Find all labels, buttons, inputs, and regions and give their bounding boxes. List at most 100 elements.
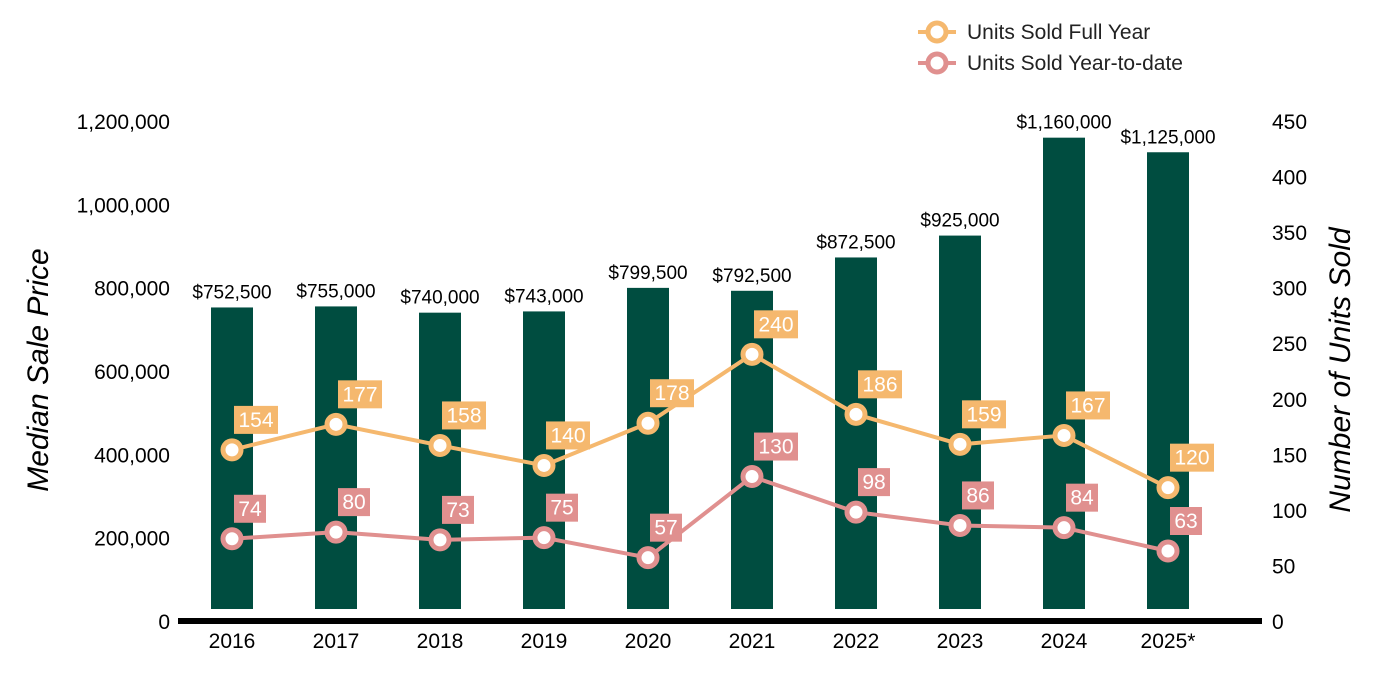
y-right-tick-label: 50 — [1272, 555, 1295, 578]
data-label: 63 — [1174, 510, 1197, 533]
y-left-tick-label: 600,000 — [94, 361, 170, 384]
y-right-tick-label: 250 — [1272, 333, 1307, 356]
x-tick-label: 2025* — [1141, 630, 1196, 653]
data-label-box — [754, 310, 798, 339]
data-label-box — [1170, 443, 1214, 472]
bar — [419, 312, 461, 609]
data-label: 186 — [862, 373, 897, 396]
bar-value-label: $740,000 — [400, 288, 479, 309]
data-label: 140 — [550, 424, 585, 447]
x-tick-label: 2021 — [729, 630, 776, 653]
data-label-box — [754, 432, 798, 461]
series-line — [231, 474, 1169, 560]
bar-value-label: $1,160,000 — [1016, 113, 1111, 134]
y-right-tick-label: 400 — [1272, 167, 1307, 190]
y-left-tick-label: 0 — [158, 611, 170, 634]
data-label: 84 — [1070, 487, 1094, 510]
data-label: 98 — [862, 471, 885, 494]
data-label-box — [1066, 391, 1110, 420]
x-tick-label: 2023 — [937, 630, 984, 653]
data-label-box — [650, 379, 694, 408]
data-label-box — [1170, 507, 1202, 535]
data-label: 240 — [758, 313, 793, 336]
bar-value-label: $755,000 — [296, 281, 375, 302]
legend-marker — [925, 51, 949, 75]
series-line — [231, 352, 1169, 490]
y-right-tick-label: 300 — [1272, 278, 1307, 301]
data-label-box — [234, 405, 278, 434]
data-label: 158 — [446, 404, 481, 427]
bar — [835, 257, 877, 609]
y-left-tick-label: 1,000,000 — [77, 194, 170, 217]
bar-value-label: $752,500 — [192, 282, 271, 303]
y-axis-right-title: Number of Units Sold — [1324, 226, 1357, 512]
bar-value-label: $872,500 — [816, 232, 895, 253]
data-label: 74 — [238, 498, 262, 521]
y-right-tick-label: 100 — [1272, 500, 1307, 523]
data-point — [1156, 476, 1180, 500]
x-tick-label: 2022 — [833, 630, 880, 653]
data-label-box — [1066, 483, 1098, 512]
data-point — [948, 432, 972, 456]
data-label-box — [338, 380, 382, 409]
data-label: 154 — [238, 409, 273, 432]
data-label: 167 — [1070, 394, 1105, 417]
data-point — [844, 402, 868, 426]
data-label: 177 — [342, 383, 377, 406]
data-label: 80 — [342, 491, 365, 514]
data-point — [532, 453, 556, 477]
data-point — [1052, 516, 1076, 540]
data-label: 130 — [758, 436, 793, 459]
bar-value-label: $743,000 — [504, 286, 583, 307]
data-point — [844, 500, 868, 524]
data-label-box — [442, 495, 474, 524]
data-label-box — [546, 493, 578, 522]
x-tick-label: 2024 — [1041, 630, 1088, 653]
x-axis-tick-labels: 2016 2017 2018 2019 2020 2021 2022 2023 2024 2025… — [209, 630, 1196, 653]
y-right-tick-label: 200 — [1272, 389, 1307, 412]
data-label-box — [858, 468, 890, 497]
y-left-tick-label: 200,000 — [94, 528, 170, 551]
bar-value-label: $799,500 — [608, 263, 687, 284]
data-point — [532, 526, 556, 550]
legend-label: Units Sold Year-to-date — [967, 52, 1183, 75]
y-right-tick-label: 350 — [1272, 222, 1307, 245]
data-label: 178 — [654, 382, 689, 405]
data-label: 73 — [446, 499, 469, 522]
bar-value-label: $792,500 — [712, 266, 791, 287]
data-point — [324, 520, 348, 544]
bar-value-label: $1,125,000 — [1120, 127, 1215, 148]
data-point — [636, 411, 660, 435]
data-label: 120 — [1174, 447, 1209, 470]
x-tick-label: 2018 — [417, 630, 464, 653]
data-label-box — [234, 494, 266, 523]
data-label-box — [442, 401, 486, 430]
data-point — [220, 527, 244, 551]
data-point — [1052, 423, 1076, 447]
y-axis-right: 0 50 100 150 200 250 300 350 400 450 — [1272, 111, 1307, 634]
data-label-box — [858, 370, 902, 399]
y-axis-left: 0 200,000 400,000 600,000 800,000 1,000,000 1,… — [77, 111, 170, 634]
y-left-tick-label: 1,200,000 — [77, 111, 170, 134]
data-point — [428, 433, 452, 457]
data-point — [636, 546, 660, 570]
y-axis-left-title: Median Sale Price — [22, 248, 55, 491]
x-tick-label: 2019 — [521, 630, 568, 653]
x-tick-label: 2020 — [625, 630, 672, 653]
data-label-box — [546, 421, 590, 450]
data-point — [428, 528, 452, 552]
data-point — [220, 438, 244, 462]
data-point — [948, 513, 972, 537]
data-label-box — [962, 481, 994, 510]
data-label: 159 — [966, 403, 1001, 426]
data-point — [740, 465, 764, 489]
data-label-box — [962, 400, 1006, 429]
data-label: 86 — [966, 484, 989, 507]
bar-value-label: $925,000 — [920, 211, 999, 232]
bar-series — [211, 137, 1189, 610]
data-label-box — [338, 488, 370, 517]
y-right-tick-label: 0 — [1272, 611, 1284, 634]
bar-value-labels: $752,500 $755,000 $740,000 $743,000 $799,500… — [192, 113, 1215, 309]
y-left-tick-label: 400,000 — [94, 444, 170, 467]
